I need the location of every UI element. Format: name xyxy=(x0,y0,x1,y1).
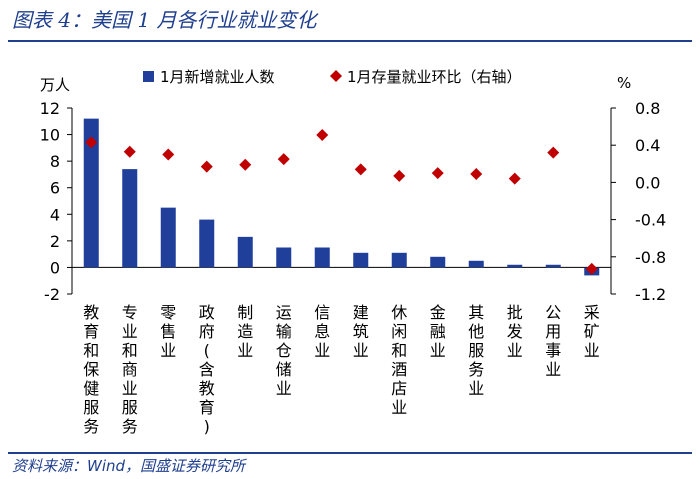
bar xyxy=(237,236,253,268)
bar xyxy=(391,252,407,268)
left-axis-unit: 万人 xyxy=(40,76,70,94)
right-tick-label: -1.2 xyxy=(635,285,666,304)
bar xyxy=(468,260,484,268)
bar xyxy=(314,247,330,268)
category-label: 政府(含教育) xyxy=(199,303,215,436)
chart: -2 0 2 4 6 8 10 12 -1.2 -0.8 -0.4 0.0 0.4 0.8 教育和保健服… xyxy=(40,68,667,436)
bar xyxy=(545,264,561,268)
marker xyxy=(547,146,560,159)
category-label: 专业和商业服务 xyxy=(122,303,138,436)
marker xyxy=(316,128,329,141)
marker xyxy=(470,168,483,181)
legend-bar-label: 1月新增就业人数 xyxy=(160,68,275,86)
right-tick-label: 0.8 xyxy=(635,99,660,118)
source-note: 资料来源：Wind，国盛证券研究所 xyxy=(12,457,246,475)
left-tick-label: 12 xyxy=(40,99,60,118)
bar xyxy=(353,252,369,268)
left-tick-label: 2 xyxy=(50,232,60,251)
figure-title: 图表 4：美国 1 月各行业就业变化 xyxy=(12,8,317,32)
left-tick-label: 4 xyxy=(50,205,60,224)
category-label: 建筑业 xyxy=(353,303,369,360)
right-tick-label: -0.8 xyxy=(635,248,666,267)
category-label: 批发业 xyxy=(507,303,523,360)
marker xyxy=(200,160,213,173)
category-label: 其他服务业 xyxy=(468,303,484,398)
left-tick-label: 8 xyxy=(50,152,60,171)
legend-bar-swatch xyxy=(143,71,154,82)
category-label: 信息业 xyxy=(314,303,330,360)
marker xyxy=(239,158,252,171)
bar xyxy=(122,169,138,268)
right-axis-unit: % xyxy=(617,74,631,92)
right-tick-label: 0.0 xyxy=(635,173,660,192)
marker xyxy=(508,172,521,185)
category-label: 零售业 xyxy=(160,303,176,360)
category-label: 休闲和酒店业 xyxy=(391,303,407,417)
bar xyxy=(507,264,523,268)
left-tick-label: 6 xyxy=(50,179,60,198)
legend-marker-swatch xyxy=(330,70,342,82)
footer-divider xyxy=(8,452,692,454)
category-label: 金融业 xyxy=(430,303,446,360)
category-label: 教育和保健服务 xyxy=(83,303,99,436)
marker xyxy=(85,136,98,149)
legend: 1月新增就业人数 1月存量就业环比（右轴） xyxy=(143,68,522,86)
left-tick-label: -2 xyxy=(44,285,60,304)
marker xyxy=(123,145,136,158)
left-tick-label: 0 xyxy=(50,258,60,277)
right-tick-label: 0.4 xyxy=(635,136,660,155)
legend-marker-label: 1月存量就业环比（右轴） xyxy=(347,68,522,86)
right-tick-label: -0.4 xyxy=(635,211,666,230)
marker xyxy=(393,169,406,182)
category-label: 运输仓储业 xyxy=(276,303,292,398)
bar xyxy=(83,118,99,268)
category-label: 制造业 xyxy=(237,303,253,360)
bar xyxy=(160,207,176,268)
bar xyxy=(430,256,446,268)
title-divider xyxy=(8,40,692,42)
marker xyxy=(277,153,290,166)
left-tick-label: 10 xyxy=(40,126,60,145)
marker xyxy=(431,167,444,180)
marker xyxy=(354,163,367,176)
marker xyxy=(162,148,175,161)
bar xyxy=(199,219,215,268)
marker xyxy=(585,262,598,275)
category-label: 公用事业 xyxy=(545,303,561,379)
bar xyxy=(276,247,292,268)
category-label: 采矿业 xyxy=(584,303,600,360)
